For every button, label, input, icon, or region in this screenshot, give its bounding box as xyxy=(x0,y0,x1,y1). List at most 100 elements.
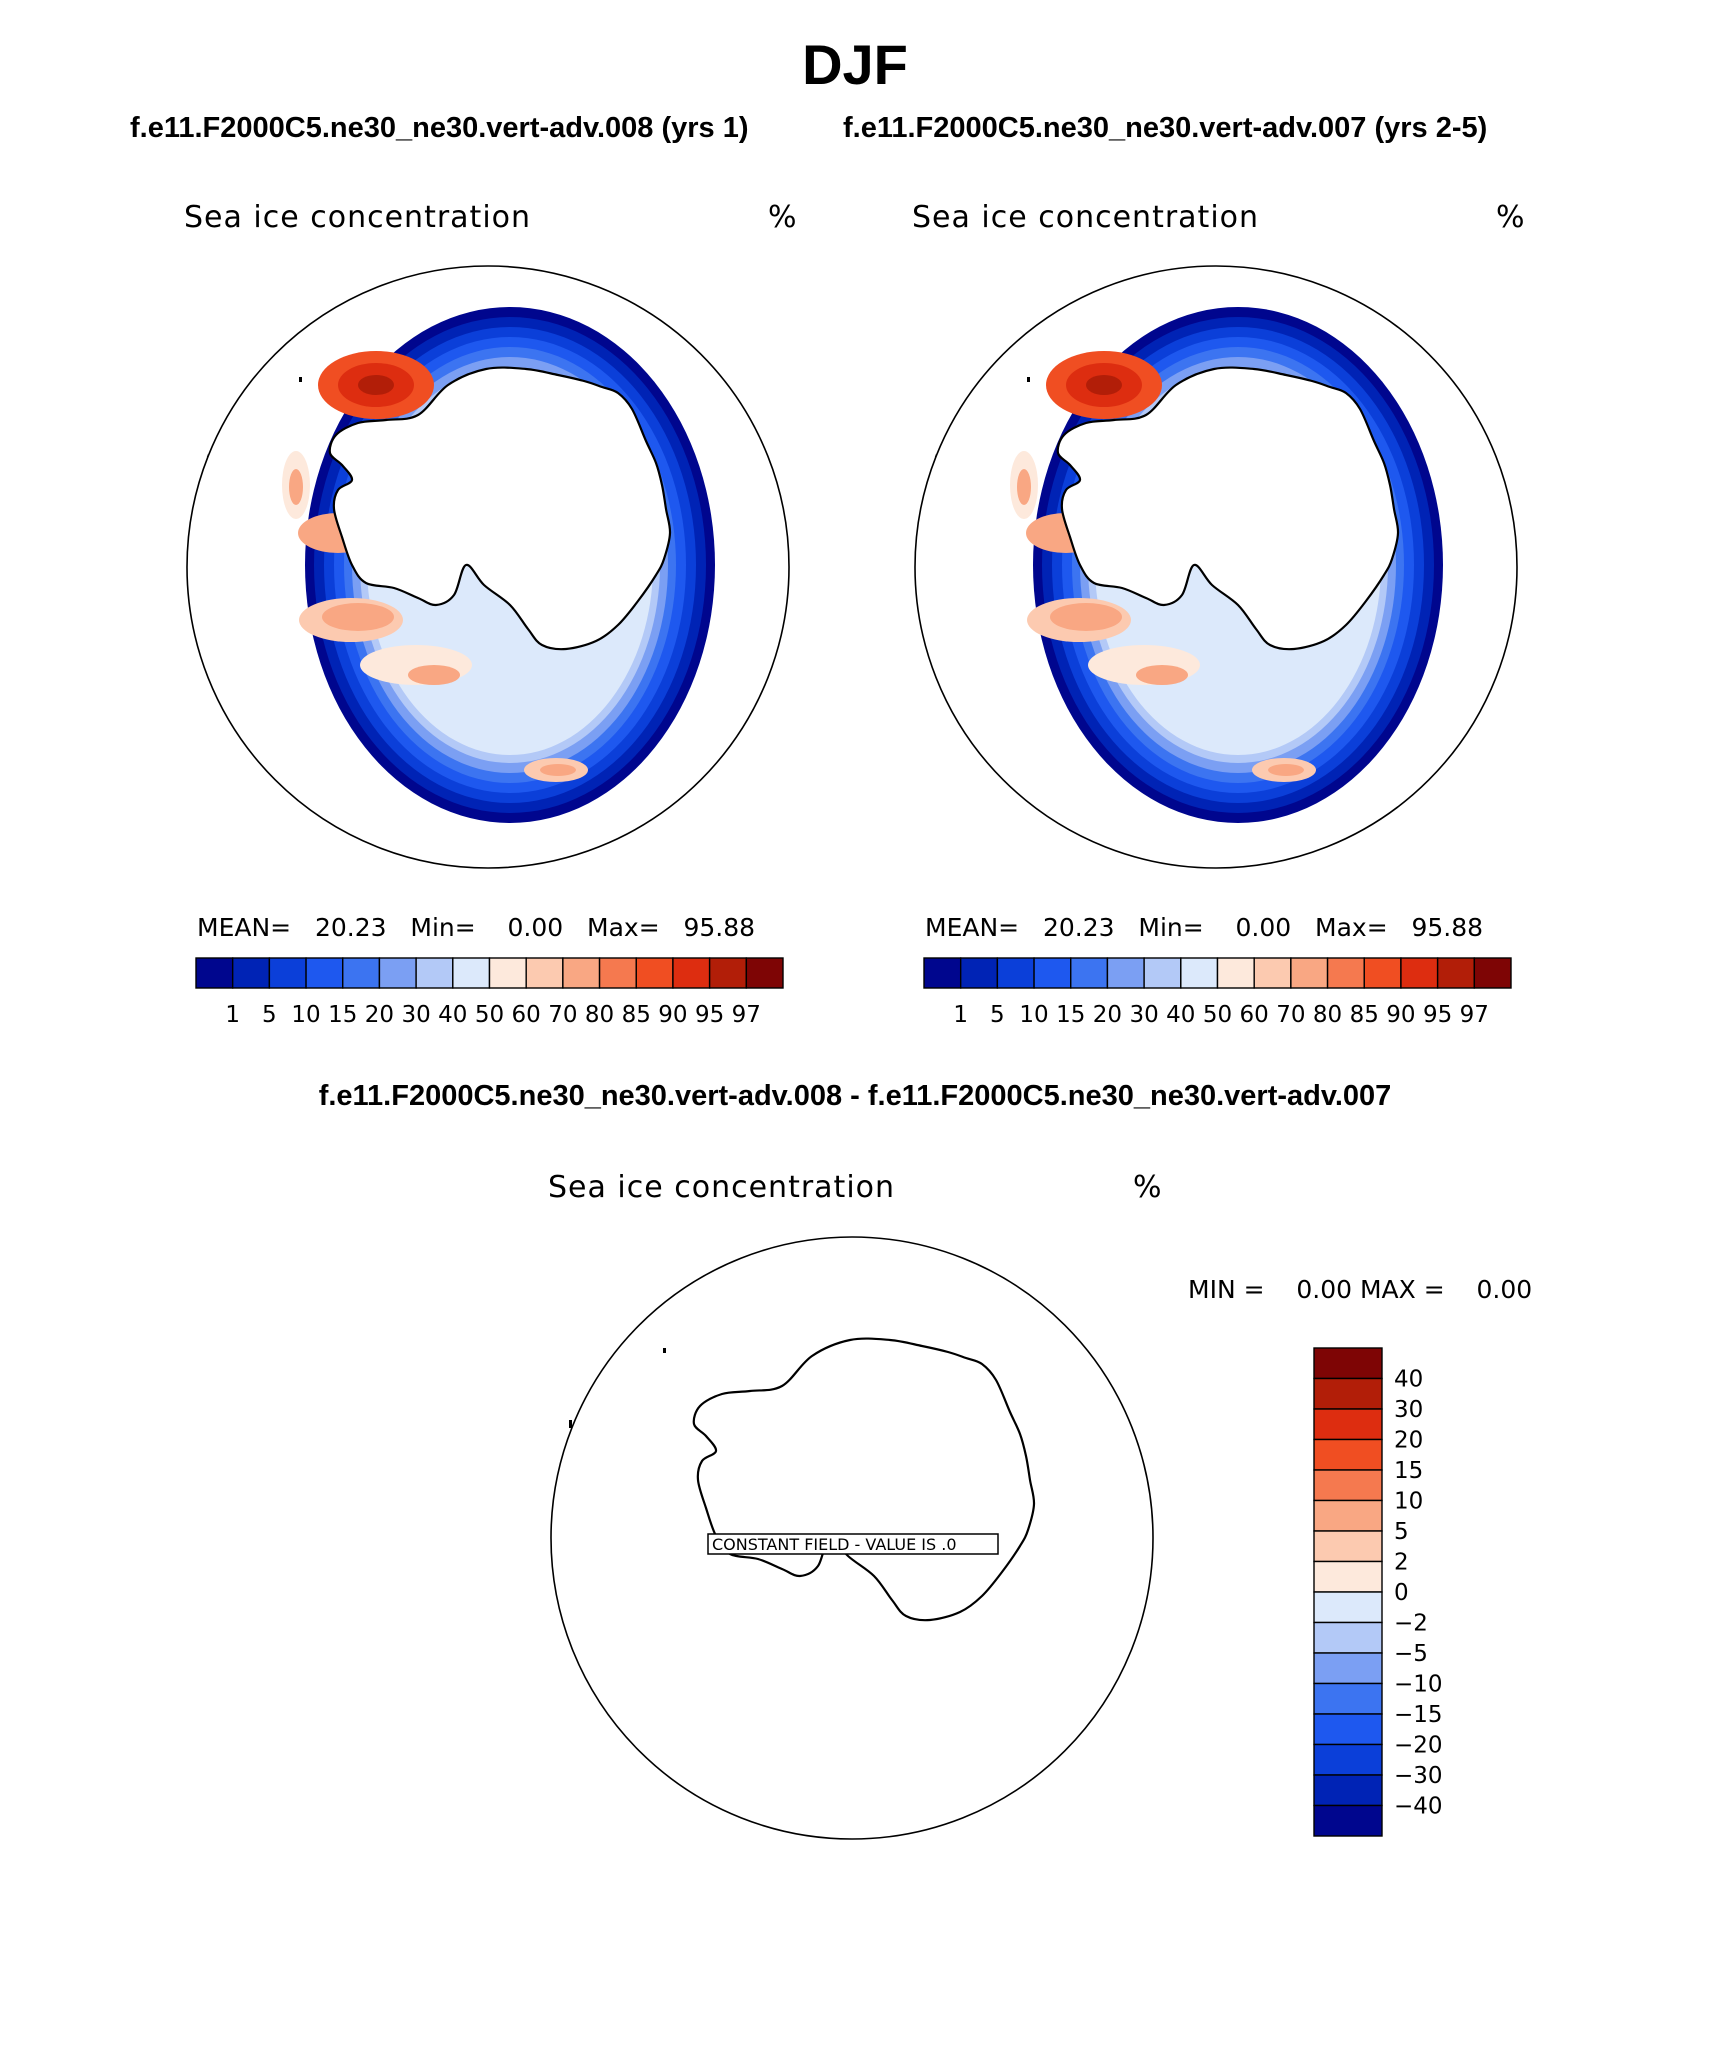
colorbar-swatch xyxy=(1313,1560,1383,1593)
antarctica-coastline xyxy=(692,1337,1036,1622)
island-marker xyxy=(299,377,302,382)
colorbar-swatch xyxy=(1180,957,1219,989)
panel2-max-value: 95.88 xyxy=(1411,913,1484,942)
colorbar-tick-label: 40 xyxy=(1394,1367,1423,1393)
ice-patch-7 xyxy=(408,665,460,685)
ice-field xyxy=(933,307,1443,823)
colorbar-tick-label: 80 xyxy=(585,1002,614,1028)
colorbar-swatch xyxy=(562,957,601,989)
panel1-units-label: % xyxy=(768,200,798,235)
panel2-variable-label: Sea ice concentration xyxy=(912,200,1260,235)
colorbar-swatch xyxy=(415,957,454,989)
colorbar-swatch xyxy=(996,957,1035,989)
colorbar-tick-label: −5 xyxy=(1394,1641,1428,1667)
colorbar-tick-label: 70 xyxy=(1276,1002,1305,1028)
constant-field-box xyxy=(707,1533,999,1555)
colorbar-swatch xyxy=(1363,957,1402,989)
colorbar-swatch xyxy=(1313,1682,1383,1715)
island-marker xyxy=(569,1420,572,1428)
colorbar-tick-label: 90 xyxy=(1386,1002,1415,1028)
colorbar-swatch xyxy=(1313,1469,1383,1502)
ice-patch-9 xyxy=(289,469,303,505)
panel3-min-label: MIN = xyxy=(1188,1275,1265,1304)
colorbar-tick-label: 95 xyxy=(695,1002,724,1028)
colorbar-swatch xyxy=(195,957,234,989)
colorbar-tick-label: 95 xyxy=(1423,1002,1452,1028)
panel3-stats: MIN = 0.00 MAX = 0.00 xyxy=(1188,1275,1532,1304)
colorbar-swatch xyxy=(1313,1499,1383,1532)
panel3-max-label: MAX = xyxy=(1359,1275,1445,1304)
colorbar-tick-label: −20 xyxy=(1394,1733,1443,1759)
colorbar-tick-label: 80 xyxy=(1313,1002,1342,1028)
island-marker xyxy=(663,1348,666,1353)
panel3-polar-map: CONSTANT FIELD - VALUE IS .0 xyxy=(550,1236,1154,1840)
colorbar-tick-label: 30 xyxy=(401,1002,430,1028)
colorbar-swatch xyxy=(1313,1530,1383,1563)
panel3-variable-label: Sea ice concentration xyxy=(548,1170,896,1205)
panel1-mean-value: 20.23 xyxy=(314,913,387,942)
colorbar-tick-label: −15 xyxy=(1394,1702,1443,1728)
colorbar-swatch xyxy=(305,957,344,989)
colorbar-swatch xyxy=(672,957,711,989)
colorbar-tick-label: 20 xyxy=(1394,1428,1423,1454)
panel1-min-label: Min= xyxy=(410,913,476,942)
colorbar-tick-label: 5 xyxy=(262,1002,277,1028)
ice-patch-9 xyxy=(1017,469,1031,505)
colorbar-swatch xyxy=(1313,1347,1383,1380)
panel2-polar-map xyxy=(914,265,1518,869)
colorbar-swatch xyxy=(1313,1438,1383,1471)
colorbar-swatch xyxy=(1326,957,1365,989)
colorbar-swatch xyxy=(1033,957,1072,989)
colorbar-tick-label: 30 xyxy=(1394,1397,1423,1423)
colorbar-swatch xyxy=(1400,957,1439,989)
colorbar-swatch xyxy=(1290,957,1329,989)
diff-title: f.e11.F2000C5.ne30_ne30.vert-adv.008 - f… xyxy=(318,1080,1392,1112)
colorbar-swatch xyxy=(1436,957,1476,989)
antarctica-coastline xyxy=(1056,366,1400,651)
map-border xyxy=(914,265,1518,869)
panel1-min-value: 0.00 xyxy=(507,913,564,942)
colorbar-tick-label: 85 xyxy=(1350,1002,1379,1028)
colorbar-swatch xyxy=(1313,1743,1383,1776)
colorbar-tick-label: 1 xyxy=(225,1002,240,1028)
colorbar-tick-label: 85 xyxy=(622,1002,651,1028)
ice-field xyxy=(205,307,715,823)
colorbar-swatch xyxy=(1313,1652,1383,1685)
colorbar-tick-label: 0 xyxy=(1394,1580,1409,1606)
colorbar-swatch xyxy=(635,957,674,989)
colorbar-swatch xyxy=(923,957,962,989)
colorbar-tick-label: 20 xyxy=(1093,1002,1122,1028)
panel2-min-value: 0.00 xyxy=(1235,913,1292,942)
colorbar-swatch xyxy=(1106,957,1145,989)
colorbar-tick-label: −10 xyxy=(1394,1672,1443,1698)
colorbar-swatch xyxy=(598,957,637,989)
panel1-polar-map xyxy=(186,265,790,869)
main-title: DJF xyxy=(802,33,908,96)
colorbar-tick-label: 97 xyxy=(732,1002,761,1028)
ice-patch-2 xyxy=(1086,375,1122,395)
colorbar-tick-label: −40 xyxy=(1394,1794,1443,1820)
panel2-mean-value: 20.23 xyxy=(1042,913,1115,942)
colorbar-tick-label: 50 xyxy=(1203,1002,1232,1028)
panel3-max-value: 0.00 xyxy=(1476,1275,1533,1304)
colorbar-tick-label: 5 xyxy=(990,1002,1005,1028)
colorbar-tick-label: 5 xyxy=(1394,1519,1409,1545)
colorbar-swatch xyxy=(1313,1774,1383,1807)
panel1-mean-label: MEAN= xyxy=(197,913,292,942)
panel1-colorbar: 1 5 10 15 20 30 40 50 60 70 80 85 90 95 97 xyxy=(195,957,784,1028)
colorbar-swatch xyxy=(342,957,381,989)
colorbar-tick-label: 30 xyxy=(1129,1002,1158,1028)
colorbar-tick-label: 10 xyxy=(291,1002,320,1028)
colorbar-swatch xyxy=(525,957,564,989)
colorbar-tick-label: 60 xyxy=(512,1002,541,1028)
panel2-max-label: Max= xyxy=(1315,913,1388,942)
case-title-left: f.e11.F2000C5.ne30_ne30.vert-adv.008 (yr… xyxy=(130,112,749,144)
colorbar-tick-label: 90 xyxy=(658,1002,687,1028)
ice-patch-11 xyxy=(540,764,576,776)
panel2-colorbar: 1 5 10 15 20 30 40 50 60 70 80 85 90 95 97 xyxy=(923,957,1512,1028)
colorbar-swatch xyxy=(1313,1408,1383,1441)
panel1-stats: MEAN= 20.23 Min= 0.00 Max= 95.88 xyxy=(197,913,755,942)
island-marker xyxy=(1027,377,1030,382)
antarctica-coastline xyxy=(328,366,672,651)
